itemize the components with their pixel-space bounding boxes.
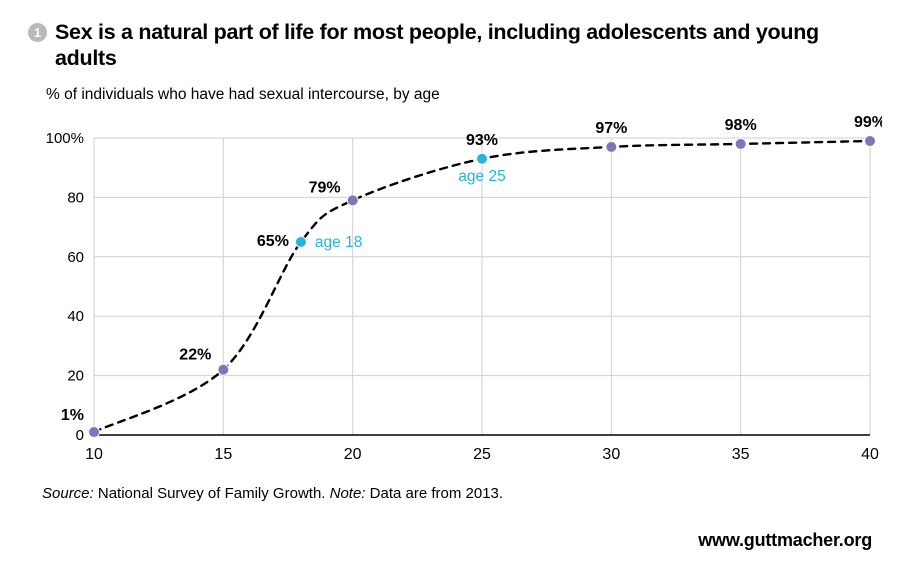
point-label: 1% bbox=[61, 407, 84, 424]
y-tick-label: 0 bbox=[76, 427, 84, 444]
data-point bbox=[218, 364, 229, 375]
title-row: 1 Sex is a natural part of life for most… bbox=[28, 20, 872, 72]
data-point bbox=[606, 141, 617, 152]
data-point bbox=[347, 194, 358, 205]
chart-title: Sex is a natural part of life for most p… bbox=[55, 20, 872, 72]
x-tick-label: 30 bbox=[602, 446, 620, 463]
y-tick-label: 100% bbox=[46, 130, 84, 147]
x-tick-label: 10 bbox=[85, 446, 103, 463]
data-point bbox=[735, 138, 746, 149]
note-text: Data are from 2013. bbox=[365, 485, 503, 502]
brand-url: www.guttmacher.org bbox=[698, 530, 872, 551]
x-tick-label: 25 bbox=[473, 446, 491, 463]
note-prefix: Note: bbox=[330, 485, 366, 502]
point-label: 93% bbox=[466, 131, 498, 148]
data-point bbox=[89, 426, 100, 437]
x-tick-label: 15 bbox=[214, 446, 232, 463]
point-label: 99% bbox=[854, 114, 882, 131]
data-point bbox=[477, 153, 488, 164]
source-text: National Survey of Family Growth. bbox=[94, 485, 330, 502]
chart-subtitle: % of individuals who have had sexual int… bbox=[46, 86, 872, 104]
bullet-number: 1 bbox=[28, 23, 47, 42]
point-label: 22% bbox=[179, 346, 211, 363]
data-point bbox=[865, 135, 876, 146]
y-tick-label: 40 bbox=[67, 308, 84, 325]
point-label: 79% bbox=[309, 179, 341, 196]
chart: 0 20 40 60 80 100% 10 15 20 25 30 35 40 1% 22% 65% age 1… bbox=[42, 110, 882, 475]
y-tick-label: 80 bbox=[67, 189, 84, 206]
footer-note: Source: National Survey of Family Growth… bbox=[42, 485, 872, 502]
x-tick-label: 20 bbox=[344, 446, 362, 463]
point-label: 98% bbox=[725, 117, 757, 134]
point-label: 65% bbox=[257, 233, 289, 250]
age-label: age 25 bbox=[458, 167, 505, 184]
y-tick-label: 60 bbox=[67, 248, 84, 265]
x-tick-label: 35 bbox=[732, 446, 750, 463]
source-prefix: Source: bbox=[42, 485, 94, 502]
x-tick-label: 40 bbox=[861, 446, 879, 463]
point-label: 97% bbox=[595, 120, 627, 137]
y-tick-label: 20 bbox=[67, 367, 84, 384]
data-point bbox=[295, 236, 306, 247]
age-label: age 18 bbox=[315, 234, 362, 251]
